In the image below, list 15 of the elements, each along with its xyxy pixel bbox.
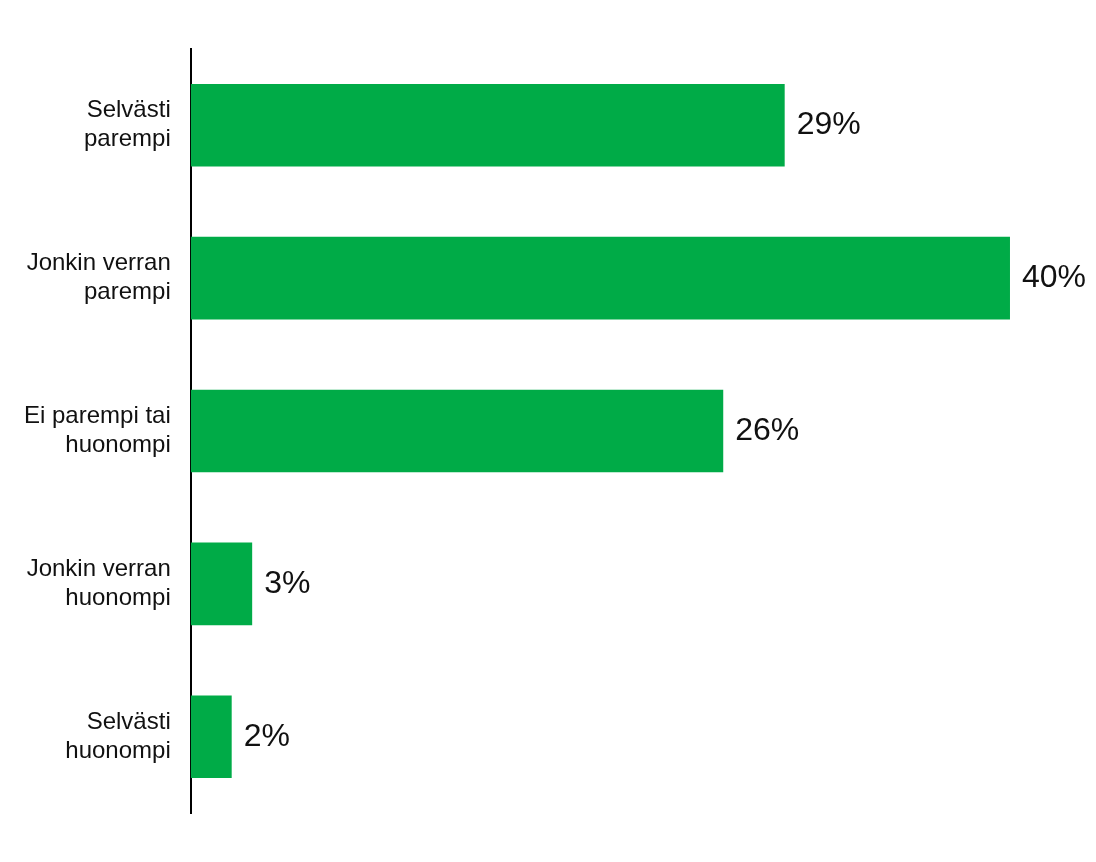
bar [190,83,785,167]
bar [190,236,1010,320]
data-label: 26% [735,410,800,447]
data-label: 29% [796,105,861,142]
y-tick-label: Selvästi parempi [84,95,171,152]
data-label: 40% [1021,257,1087,294]
y-tick-label: Ei parempi tai huonompi [24,401,171,458]
y-tick-label: Jonkin verran parempi [26,248,171,305]
data-label: 2% [243,716,290,753]
data-label: 3% [264,563,311,600]
bar [190,389,724,473]
y-tick-label: Selvästi huonompi [65,706,171,763]
y-tick-label: Jonkin verran huonompi [26,554,171,610]
bar [190,695,232,779]
bar [190,542,253,626]
